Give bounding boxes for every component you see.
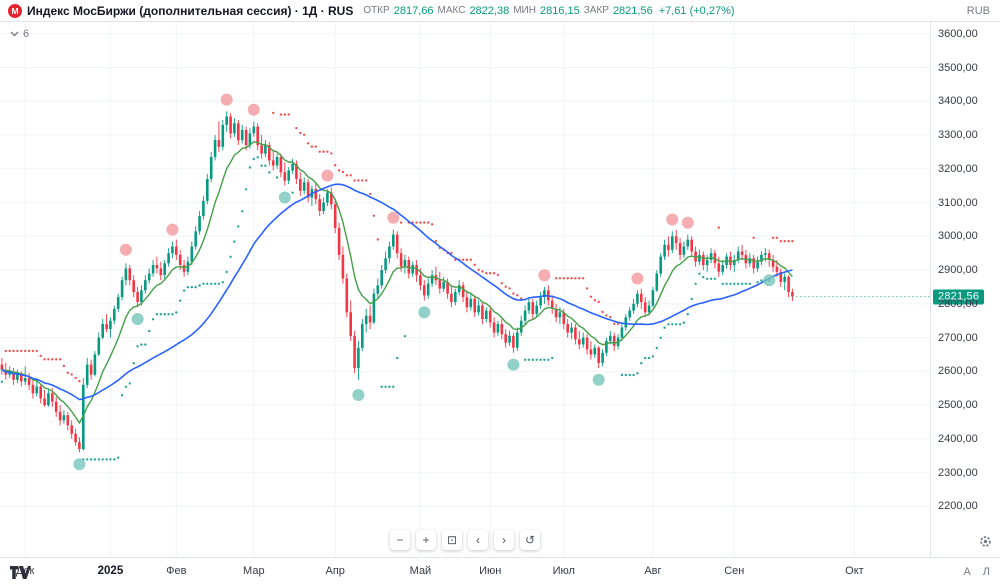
price-axis-label: 3600,00: [938, 27, 978, 40]
scroll-right-button[interactable]: ›: [494, 530, 514, 550]
time-axis-label: Фев: [166, 565, 187, 577]
price-axis-label: 2700,00: [938, 331, 978, 344]
zoom-out-button[interactable]: −: [390, 530, 410, 550]
time-axis-label: Июн: [479, 565, 502, 577]
price-axis-label: 2200,00: [938, 500, 978, 513]
symbol-title[interactable]: Индекс МосБиржи (дополнительная сессия) …: [27, 3, 354, 18]
price-axis-label: 2900,00: [938, 264, 978, 277]
time-axis-label: Июл: [552, 565, 575, 577]
time-axis-label: Дек: [15, 565, 35, 577]
chart-nav-controls: − + ⊡ ‹ › ↺: [390, 530, 540, 550]
time-axis-label: Сен: [724, 565, 745, 577]
time-axis-label: Авг: [644, 565, 662, 577]
currency-label[interactable]: RUB: [966, 4, 990, 17]
hidden-indicators-count: 6: [23, 28, 30, 40]
log-scale-button[interactable]: Л: [982, 566, 990, 578]
high-value: 2822,38: [469, 4, 510, 17]
price-axis-label: 2300,00: [938, 466, 978, 479]
close-value: 2821,56: [612, 4, 653, 17]
low-value: 2816,15: [539, 4, 580, 17]
time-axis-label: Апр: [325, 565, 345, 577]
gear-icon[interactable]: [979, 535, 992, 553]
open-label: ОТКР: [363, 5, 390, 16]
price-axis-label: 3300,00: [938, 129, 978, 142]
scroll-left-button[interactable]: ‹: [468, 530, 488, 550]
low-label: МИН: [513, 5, 536, 16]
change-value: +7,61 (+0,27%): [658, 4, 735, 17]
ohlc-legend: ОТКР 2817,66 МАКС 2822,38 МИН 2816,15 ЗА…: [363, 5, 734, 17]
symbol-button[interactable]: М Индекс МосБиржи (дополнительная сессия…: [8, 3, 354, 18]
reset-chart-button[interactable]: ↺: [520, 530, 540, 550]
time-labels-row: Дек 2025 Фев Мар Апр Май Июн Июл Авг Сен Окт: [0, 558, 930, 586]
candlestick-chart[interactable]: [0, 22, 930, 557]
time-axis-label: 2025: [97, 565, 124, 577]
last-price-tag: 2821,56: [933, 289, 985, 305]
price-axis-label: 3500,00: [938, 61, 978, 74]
indicators-collapse-toggle[interactable]: 6: [10, 28, 29, 40]
price-axis-label: 2500,00: [938, 399, 978, 412]
time-axis-label: Май: [409, 565, 432, 577]
symbol-logo-icon: М: [8, 3, 22, 18]
chevron-down-icon: [10, 31, 19, 37]
time-axis[interactable]: Дек 2025 Фев Мар Апр Май Июн Июл Авг Сен Окт А Л: [0, 557, 1000, 586]
price-axis-label: 3000,00: [938, 230, 978, 243]
price-axis-label: 3200,00: [938, 162, 978, 175]
price-axis-label: 3400,00: [938, 95, 978, 108]
time-axis-label: Окт: [845, 565, 864, 577]
price-axis-label: 3100,00: [938, 196, 978, 209]
price-axis-label: 2800,00: [938, 297, 978, 310]
axis-scale-controls: А Л: [963, 566, 990, 578]
open-value: 2817,66: [393, 4, 434, 17]
chart-pane[interactable]: 6 − + ⊡ ‹ › ↺: [0, 22, 930, 557]
high-label: МАКС: [437, 5, 466, 16]
price-axis[interactable]: 2821,56 3600,00 3500,00 3400,00 3300,00 3200…: [930, 22, 1000, 557]
tradingview-logo-icon[interactable]: [10, 566, 31, 584]
svg-text:М: М: [11, 6, 18, 16]
price-axis-label: 2400,00: [938, 432, 978, 445]
zoom-in-button[interactable]: +: [416, 530, 436, 550]
auto-scale-button[interactable]: А: [963, 566, 971, 578]
chart-toolbar: М Индекс МосБиржи (дополнительная сессия…: [0, 0, 1000, 22]
close-label: ЗАКР: [583, 5, 609, 16]
reset-zoom-button[interactable]: ⊡: [442, 530, 462, 550]
time-axis-label: Мар: [243, 565, 265, 577]
price-axis-label: 2600,00: [938, 365, 978, 378]
